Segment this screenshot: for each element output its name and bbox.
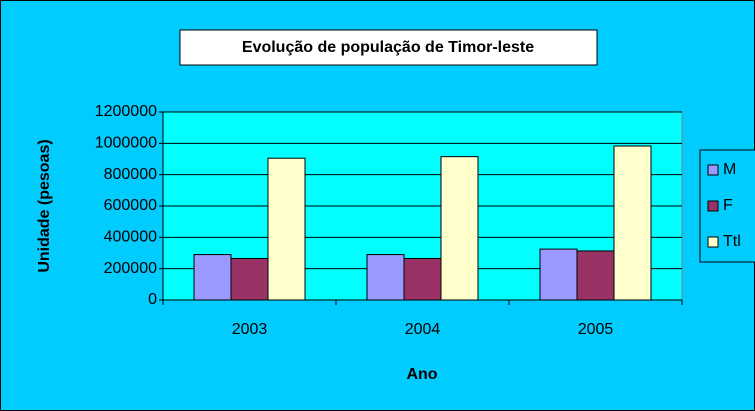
legend-label: M <box>723 161 736 178</box>
y-axis-title: Unidade (pesoas) <box>36 139 53 272</box>
bar <box>230 257 269 301</box>
chart-title: Evolução de população de Timor-leste <box>242 39 534 56</box>
x-axis-title: Ano <box>406 366 437 383</box>
bar <box>576 250 615 301</box>
legend-swatch <box>707 236 719 248</box>
x-tick-label: 2004 <box>405 321 441 338</box>
legend-swatch <box>707 164 719 176</box>
x-tick-label: 2005 <box>578 321 614 338</box>
y-tick-label: 200000 <box>104 260 157 277</box>
legend-swatch <box>707 200 719 212</box>
bar <box>267 157 306 301</box>
title-box <box>179 29 598 66</box>
legend-label: F <box>723 197 733 214</box>
y-tick-label: 600000 <box>104 197 157 214</box>
y-tick-label: 1200000 <box>95 103 157 120</box>
x-tick-label: 2003 <box>232 321 268 338</box>
bar <box>403 257 442 301</box>
y-tick-label: 1000000 <box>95 135 157 152</box>
y-tick-label: 400000 <box>104 229 157 246</box>
bar <box>440 156 479 301</box>
bar <box>613 145 652 301</box>
y-tick-label: 800000 <box>104 166 157 183</box>
legend-label: Ttl <box>723 233 741 250</box>
bar <box>193 254 232 301</box>
bar <box>539 248 578 301</box>
y-tick-label: 0 <box>148 291 157 308</box>
bar <box>366 254 405 301</box>
